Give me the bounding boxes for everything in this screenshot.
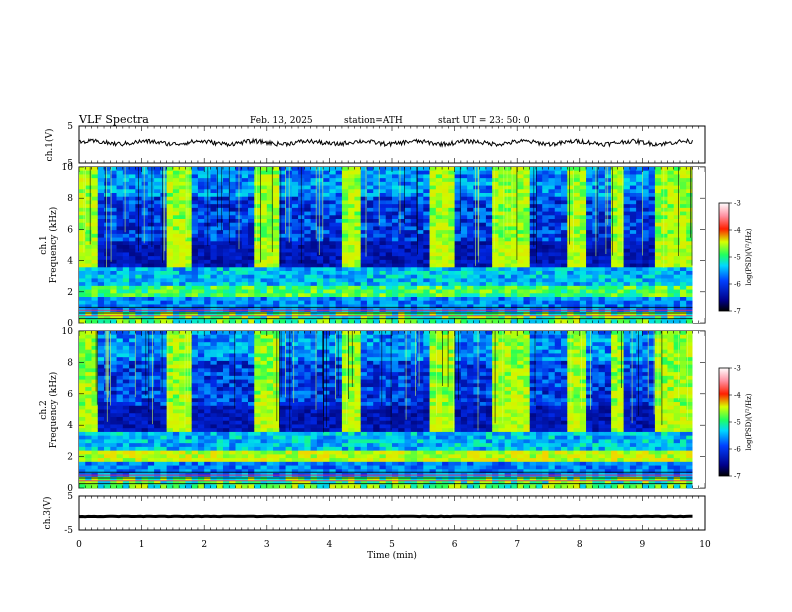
colorbar-tick-label: -4 [734,227,741,235]
ch2-colorbar-label: log(PSD)(V²/Hz) [745,393,753,450]
colorbar-tick-label: -5 [734,419,741,427]
ch2-spec-ylabel-line2: Frequency (kHz) [48,372,59,449]
ch1-colorbar [718,202,730,312]
ch1-waveform-trace [78,137,693,148]
y-tick-label: 6 [67,390,73,400]
start-ut-label: start UT = 23: 50: 0 [438,116,530,126]
x-tick-label: 9 [640,540,646,550]
y-tick-label: -5 [64,526,73,536]
ch2-colorbar [718,367,730,477]
x-tick-label: 0 [76,540,82,550]
ch1-spec-ylabel-line1: ch.1 [39,235,49,254]
ch3-waveform-ylabel: ch.3(V) [42,497,53,530]
x-tick-label: 8 [577,540,583,550]
x-tick-label: 1 [139,540,145,550]
ch1-colorbar-label: log(PSD)(V²/Hz) [745,228,753,285]
ch1-waveform-ylabel: ch.1(V) [44,129,55,162]
colorbar-ticks: -3 -4 -5 -6 -7 -3 -4 -5 -6 -7 [729,200,741,481]
ch2-spec-ylabel-line1: ch.2 [39,400,49,419]
colorbar-tick-label: -7 [734,308,741,316]
station-label: station=ATH [344,116,403,126]
y-tick-label: 5 [67,492,73,502]
ch1-spec-ylabel-line2: Frequency (kHz) [48,207,59,284]
figure-title: VLF Spectra [78,113,149,126]
colorbar-tick-label: -6 [734,281,741,289]
y-tick-label: 4 [67,421,73,431]
y-tick-label: 0 [67,484,73,494]
x-tick-label: 6 [452,540,458,550]
y-tick-label: 2 [67,453,73,463]
y-tick-label: 10 [62,163,74,173]
colorbar-tick-label: -4 [734,392,741,400]
y-tick-label: 6 [67,225,73,235]
y-tick-label: 8 [67,358,73,368]
colorbar-tick-label: -6 [734,446,741,454]
colorbar-tick-label: -7 [734,473,741,481]
colorbar-tick-label: -5 [734,254,741,262]
y-tick-label: 0 [67,319,73,329]
colorbar-tick-label: -3 [734,365,741,373]
y-tick-label: 8 [67,194,73,204]
x-tick-label: 3 [264,540,270,550]
ch1-waveform-frame [78,125,706,164]
y-tick-label: 10 [62,327,74,337]
y-tick-label: 5 [67,122,73,132]
x-axis-label: Time (min) [367,550,417,561]
colorbar-tick-label: -3 [734,200,741,208]
x-tick-label: 2 [201,540,207,550]
x-tick-label: 10 [699,540,711,550]
ch2-spectrogram [79,331,705,489]
y-tick-label: 4 [67,257,73,267]
date-label: Feb. 13, 2025 [250,116,313,126]
ch3-waveform-trace [78,514,693,519]
ch1-spectrogram [79,167,705,324]
x-tick-label: 7 [514,540,520,550]
x-tick-label: 4 [327,540,333,550]
y-tick-label: -5 [64,159,73,169]
ch3-waveform-frame [78,495,706,531]
x-tick-label: 5 [389,540,395,550]
y-tick-label: 2 [67,288,73,298]
